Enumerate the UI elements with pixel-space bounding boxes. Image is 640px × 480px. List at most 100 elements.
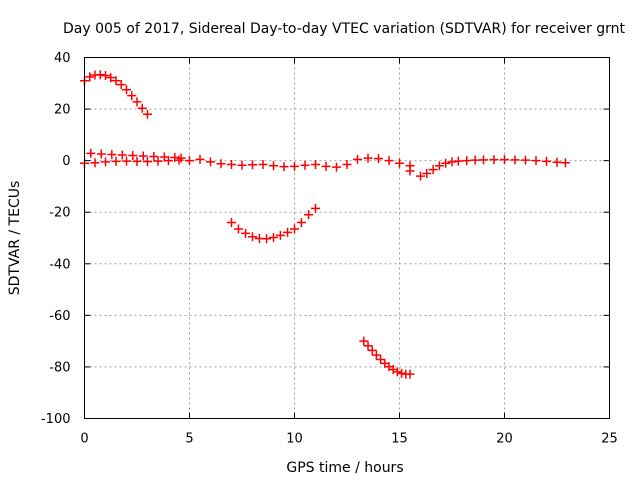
axis-ticks [84,57,610,419]
series-arc-6 [405,166,415,176]
data-point [206,157,215,167]
data-point [275,230,285,240]
data-point [143,109,152,119]
chart-title: Day 005 of 2017, Sidereal Day-to-day VTE… [63,21,625,37]
data-point [90,158,100,168]
x-tick-label: 20 [496,432,513,447]
x-tick-label: 10 [286,432,303,447]
data-point [227,160,236,170]
data-point [300,160,310,170]
data-point [153,156,163,166]
data-point [542,156,551,166]
data-point [500,155,509,165]
data-point [269,232,278,242]
series-arc-7 [416,155,570,181]
data-point [106,73,116,83]
y-tick-label: 0 [62,154,70,169]
data-point [258,160,268,170]
data-point [262,234,272,244]
data-point [122,85,131,95]
data-point [241,228,251,238]
series-arc-1 [80,70,152,119]
data-point [416,171,425,181]
x-tick-label: 15 [391,432,408,447]
y-tick-label: -100 [41,412,71,427]
data-point [531,156,541,166]
data-point [392,367,402,377]
data-point [269,161,278,171]
data-point [470,155,480,165]
y-tick-label: -20 [49,206,70,221]
data-point [405,369,415,379]
data-point [164,156,173,166]
y-axis-label: SDTVAR / TECUs [7,181,23,296]
data-point [116,80,126,90]
x-tick-labels: 0 5 10 15 20 25 [80,432,617,447]
data-point [489,155,499,165]
data-point [176,153,186,163]
data-point [479,155,488,165]
data-point [332,162,341,172]
data-point [290,161,299,171]
data-point [185,156,194,166]
data-point [138,151,148,161]
data-point [227,218,236,228]
data-point [395,158,404,168]
data-point [283,227,293,237]
data-point [248,160,257,170]
data-point [374,154,383,164]
data-point [233,224,243,234]
data-point [376,354,386,364]
data-point [367,345,377,355]
y-tick-label: -60 [49,309,70,324]
data-point [304,210,314,220]
data-point [384,156,394,166]
data-point [95,70,105,80]
data-point [86,148,96,158]
y-tick-label: 40 [54,51,71,66]
data-point [434,161,444,171]
data-point [290,224,299,234]
data-point [96,149,106,159]
data-point [111,156,121,166]
data-point [371,350,381,360]
data-point [195,154,205,164]
data-point [521,155,530,165]
data-point [216,159,226,169]
x-tick-label: 0 [80,432,88,447]
data-point [397,368,407,378]
data-point [363,341,373,351]
y-tick-label: 20 [54,103,71,118]
data-point [311,160,320,170]
data-point [149,152,159,162]
data-point [111,76,121,86]
data-point [359,336,369,346]
y-tick-labels: 40 20 0 -20 -40 -60 -80 -100 [41,51,71,427]
x-tick-label: 5 [185,432,193,447]
data-point [143,157,152,167]
plot-frame [84,57,610,419]
data-point [127,91,137,101]
data-point [174,155,184,165]
series-arc-2 [86,148,186,163]
data-point [552,157,562,167]
data-point [122,156,131,166]
data-point [101,157,110,167]
data-point [422,169,432,179]
series-arc-4 [227,203,320,244]
data-point [117,150,127,160]
data-point [462,156,472,166]
data-point [296,218,306,228]
data-point [342,160,352,170]
data-point [85,72,95,82]
data-point [428,165,438,175]
data-point [560,158,570,168]
data-point [447,157,457,167]
y-tick-label: -40 [49,257,70,272]
data-point [279,162,289,172]
data-point [363,153,373,163]
data-point [237,160,247,170]
data-point [248,232,257,242]
grid [84,57,610,419]
